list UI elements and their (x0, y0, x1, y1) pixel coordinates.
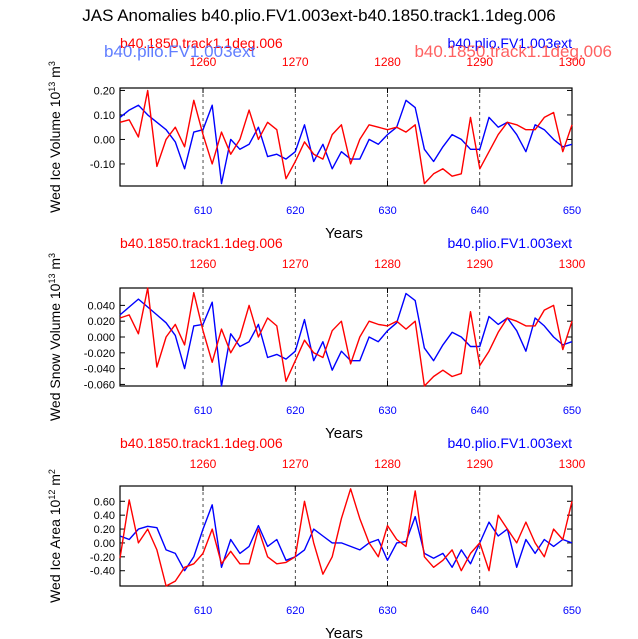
top-tick-label: 1300 (559, 55, 586, 69)
legend-blue: b40.plio.FV1.003ext (447, 35, 572, 51)
series-line-red (119, 89, 573, 185)
x-axis-title: Years (325, 225, 363, 242)
y-axis-exponent: 12 (47, 490, 57, 500)
y-tick-label: 0.00 (94, 538, 115, 550)
x-axis-title: Years (325, 425, 363, 442)
legend-red: b40.1850.track1.1deg.006 (120, 435, 283, 451)
x-tick-label: 650 (563, 605, 581, 617)
y-axis-title: Wed Snow Volume 1013 m3 (47, 253, 63, 421)
plot-frame-3 (119, 485, 573, 587)
y-tick-label: 0.00 (94, 134, 115, 146)
x-axis-title: Years (325, 625, 363, 639)
x-tick-label: 640 (471, 605, 489, 617)
y-tick-label: 0.020 (87, 316, 115, 328)
y-tick-label: 0.040 (87, 300, 115, 312)
y-axis-label-part: m (47, 474, 63, 490)
y-tick-label: -0.060 (84, 379, 115, 391)
x-tick-label: 640 (471, 405, 489, 417)
top-tick-label: 1300 (559, 257, 586, 271)
y-tick-label: 0.000 (87, 332, 115, 344)
y-axis-exponent: 3 (47, 253, 57, 258)
top-tick-label: 1280 (374, 257, 401, 271)
y-tick-label: -0.40 (90, 566, 115, 578)
y-tick-label: 0.10 (94, 110, 115, 122)
x-tick-label: 640 (471, 205, 489, 217)
series-line-blue (119, 292, 573, 387)
y-axis-exponent: 3 (47, 61, 57, 66)
series-line-red (119, 488, 573, 587)
y-tick-label: 0.20 (94, 85, 115, 97)
overlap-label-blue: b40.plio.FV1.003ext (104, 42, 255, 61)
top-tick-label: 1300 (559, 457, 586, 471)
legend-red: b40.1850.track1.1deg.006 (120, 235, 283, 251)
y-axis-label-part: m (47, 66, 63, 82)
y-tick-label: -0.10 (90, 159, 115, 171)
y-tick-label: -0.040 (84, 364, 115, 376)
y-axis-label-part: Wed Ice Volume 10 (47, 92, 63, 213)
top-tick-label: 1260 (190, 55, 217, 69)
x-tick-label: 610 (194, 605, 212, 617)
top-tick-label: 1260 (190, 257, 217, 271)
y-tick-label: -0.020 (84, 348, 115, 360)
y-tick-label: -0.20 (90, 552, 115, 564)
y-axis-title: Wed Ice Area 1012 m2 (47, 469, 63, 603)
x-tick-label: 610 (194, 405, 212, 417)
plot-frame-2 (119, 287, 573, 387)
series-line-blue (119, 504, 573, 572)
x-tick-label: 620 (286, 205, 304, 217)
x-tick-label: 650 (563, 405, 581, 417)
y-axis-exponent: 13 (47, 274, 57, 284)
top-tick-label: 1270 (282, 55, 309, 69)
top-tick-label: 1280 (374, 457, 401, 471)
legend-blue: b40.plio.FV1.003ext (447, 435, 572, 451)
x-tick-label: 610 (194, 205, 212, 217)
y-axis-label-part: Wed Snow Volume 10 (47, 283, 63, 421)
y-tick-label: 0.60 (94, 496, 115, 508)
plot-frame-1 (119, 87, 573, 187)
x-tick-label: 620 (286, 605, 304, 617)
x-tick-label: 630 (378, 205, 396, 217)
top-tick-label: 1270 (282, 457, 309, 471)
x-tick-label: 630 (378, 605, 396, 617)
page-title: JAS Anomalies b40.plio.FV1.003ext-b40.18… (82, 6, 556, 25)
x-tick-label: 650 (563, 205, 581, 217)
top-tick-label: 1280 (374, 55, 401, 69)
y-tick-label: 0.20 (94, 524, 115, 536)
overlap-label-red: b40.1850.track1.1deg.006 (414, 42, 612, 61)
series-line-blue (119, 99, 573, 185)
y-axis-exponent: 13 (47, 82, 57, 92)
top-tick-label: 1290 (466, 55, 493, 69)
series-line-red (119, 287, 573, 387)
legend-blue: b40.plio.FV1.003ext (447, 235, 572, 251)
x-tick-label: 630 (378, 405, 396, 417)
top-tick-label: 1290 (466, 257, 493, 271)
top-tick-label: 1290 (466, 457, 493, 471)
y-axis-exponent: 2 (47, 469, 57, 474)
top-tick-label: 1260 (190, 457, 217, 471)
y-axis-label-part: m (47, 258, 63, 274)
x-tick-label: 620 (286, 405, 304, 417)
top-tick-label: 1270 (282, 257, 309, 271)
y-axis-label-part: Wed Ice Area 10 (47, 499, 63, 602)
y-tick-label: 0.40 (94, 510, 115, 522)
legend-red: b40.1850.track1.1deg.006 (120, 35, 283, 51)
y-axis-title: Wed Ice Volume 1013 m3 (47, 61, 63, 213)
